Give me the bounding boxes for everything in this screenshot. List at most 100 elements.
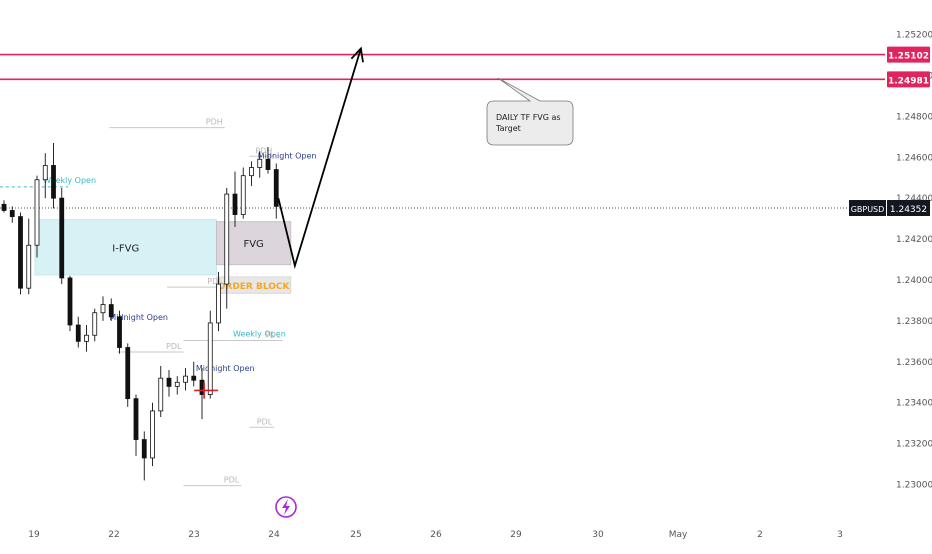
candle <box>117 310 122 354</box>
symbol-badge <box>849 200 886 216</box>
price-tick-label: 1.24600 <box>896 153 932 163</box>
candle <box>67 275 73 332</box>
price-tick-label: 1.24400 <box>896 194 932 204</box>
candle-body <box>92 312 98 336</box>
candle-body <box>34 179 40 246</box>
zones-layer: I-FVG FVG ORDER BLOCK <box>34 219 292 294</box>
price-tick-label: 1.23400 <box>896 399 932 409</box>
level-tag: PDL <box>224 476 240 485</box>
lightning-icon[interactable] <box>275 496 297 518</box>
price-tick-label: 1.24000 <box>896 276 932 286</box>
candle-body <box>141 439 147 459</box>
time-tick-label: 3 <box>837 530 843 540</box>
zone-label: FVG <box>243 239 263 250</box>
candle <box>224 187 230 309</box>
time-axis: 19 22 23 24 25 26 29 30 May 2 3 <box>28 530 843 540</box>
time-tick-label: 19 <box>28 530 40 540</box>
candle-body <box>249 167 254 177</box>
callout[interactable]: DAILY TF FVG as Target <box>486 77 574 146</box>
candle <box>174 376 180 395</box>
candle-body <box>240 175 246 215</box>
candle <box>92 308 98 342</box>
price-tick-label: 1.24800 <box>896 112 932 122</box>
candle-body <box>84 334 89 342</box>
level-text-label: Midnight Open <box>258 151 317 160</box>
candle <box>26 218 32 295</box>
candle-body <box>224 193 230 285</box>
level-tag: PDL <box>207 277 223 286</box>
level-text-label: Weekly Open <box>233 329 286 338</box>
level-tag: PDH <box>255 146 272 155</box>
level-text-label: Midnight Open <box>109 313 168 322</box>
zone-label: ORDER BLOCK <box>218 282 291 292</box>
candle-body <box>117 316 122 348</box>
candle-body <box>51 165 56 199</box>
time-tick-label: 29 <box>510 530 522 540</box>
time-tick-label: 24 <box>268 530 280 540</box>
candle-body <box>100 304 106 314</box>
time-tick-label: 26 <box>430 530 442 540</box>
candle-body <box>108 304 114 318</box>
candle <box>59 187 65 285</box>
candle <box>9 206 15 223</box>
symbol-badge-text: GBPUSD <box>851 205 885 214</box>
candle-body <box>183 375 188 383</box>
callout-text: DAILY TF FVG as <box>496 113 561 122</box>
candle-body <box>125 347 131 400</box>
price-tick-label: 1.23600 <box>896 358 932 368</box>
level-lines-layer: Midnight Open Weekly Open Midnight Open Wee… <box>0 118 850 487</box>
candle-body <box>166 377 172 387</box>
time-tick-label: May <box>669 530 688 540</box>
candle-body <box>174 381 180 387</box>
candle <box>257 151 263 178</box>
price-tick-label: 1.23000 <box>896 481 932 491</box>
target-price-badge-text: 1.24981 <box>888 76 929 86</box>
candle <box>158 365 164 418</box>
callout-text: Target <box>495 124 521 133</box>
candle <box>34 175 40 258</box>
zone-i-fvg <box>34 219 217 276</box>
candle-body <box>26 244 32 289</box>
candle <box>75 316 81 348</box>
candle-body <box>18 216 23 289</box>
candle-body <box>75 324 81 342</box>
target-price-badge <box>887 71 930 88</box>
candle-body <box>257 158 263 168</box>
time-tick-label: 22 <box>108 530 119 540</box>
candle-body <box>1 203 7 211</box>
candle <box>216 271 221 332</box>
candle-body <box>216 283 221 324</box>
target-price-badge-text: 1.25102 <box>888 52 929 62</box>
candle-body <box>59 197 65 279</box>
price-axis: 1.252001.250001.248001.246001.244001.242… <box>849 31 932 491</box>
time-tick-label: 2 <box>757 530 763 540</box>
level-text-label: Weekly Open <box>43 176 96 185</box>
candle <box>1 200 7 213</box>
candle-body <box>207 322 213 395</box>
candle <box>51 142 56 209</box>
candle <box>273 163 279 219</box>
price-tick-label: 1.25200 <box>896 31 932 41</box>
annotations-layer: DAILY TF FVG as Target <box>275 46 574 518</box>
current-price-badge-text: 1.24352 <box>890 205 927 215</box>
candle-body <box>9 210 15 217</box>
time-tick-label: 23 <box>188 530 199 540</box>
candle <box>42 153 48 199</box>
candle-body <box>232 193 238 215</box>
level-tag: PDL <box>257 417 273 426</box>
candle <box>108 298 114 321</box>
candle <box>183 367 188 391</box>
projection-arrowhead <box>350 46 364 63</box>
candle-body <box>67 277 73 326</box>
price-tick-label: 1.23200 <box>896 440 932 450</box>
candle <box>100 296 106 321</box>
candle-body <box>191 375 197 381</box>
candle-body <box>265 158 271 170</box>
time-tick-label: 30 <box>592 530 604 540</box>
candle-body <box>133 398 139 440</box>
candle <box>133 394 139 456</box>
level-tag: PDH <box>206 118 223 127</box>
candle <box>84 325 89 352</box>
